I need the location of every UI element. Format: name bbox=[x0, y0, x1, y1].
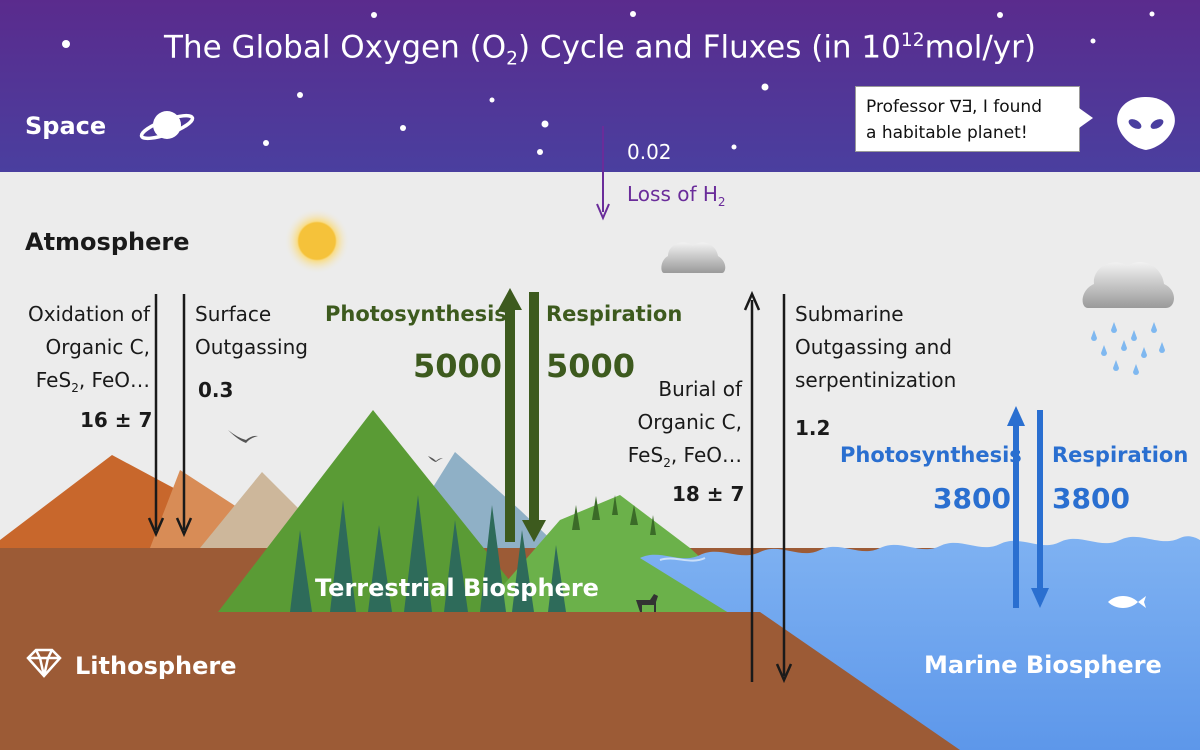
marine-biosphere-label: Marine Biosphere bbox=[924, 651, 1162, 679]
burial-value: 18 ± 7 bbox=[672, 482, 745, 506]
space-label: Space bbox=[25, 112, 107, 140]
stars bbox=[62, 11, 1155, 155]
burial-arrow bbox=[743, 290, 761, 682]
oxidation-value: 16 ± 7 bbox=[80, 408, 153, 432]
diagram-title: The Global Oxygen (O2) Cycle and Fluxes … bbox=[164, 29, 1036, 70]
surface-outgassing-arrow bbox=[175, 294, 193, 538]
sun-icon bbox=[284, 208, 350, 274]
marine-respiration-arrow bbox=[1031, 410, 1049, 608]
marine-respiration-label: Respiration bbox=[1052, 443, 1189, 467]
rain-cloud-icon bbox=[1082, 262, 1174, 375]
diamond-icon bbox=[26, 648, 62, 678]
speech-line-1: Professor ∇∃, I found bbox=[866, 97, 1042, 117]
speech-bubble-tail bbox=[1079, 108, 1093, 128]
h2-loss-arrow bbox=[596, 126, 610, 221]
bird-icon bbox=[428, 456, 443, 462]
speech-line-2: a habitable planet! bbox=[866, 123, 1028, 143]
oxidation-arrow bbox=[147, 294, 165, 538]
lithosphere-label: Lithosphere bbox=[75, 652, 237, 680]
marine-photosynthesis-arrow bbox=[1007, 406, 1025, 608]
surface-outgassing-value: 0.3 bbox=[198, 378, 234, 402]
submarine-outgassing-arrow bbox=[775, 294, 793, 684]
marine-photosynthesis-label: Photosynthesis bbox=[840, 443, 1022, 467]
surface-outgassing-label: Surface Outgassing bbox=[195, 302, 308, 359]
trees bbox=[290, 495, 566, 612]
atmosphere-label: Atmosphere bbox=[25, 228, 190, 256]
alien-icon bbox=[1117, 97, 1175, 150]
marine-photosynthesis-value: 3800 bbox=[933, 482, 1011, 515]
alien-speech-bubble: Professor ∇∃, I found a habitable planet… bbox=[855, 86, 1080, 152]
lithosphere-slope bbox=[730, 612, 960, 750]
terrestrial-photosynthesis-value: 5000 bbox=[413, 347, 503, 385]
lithosphere-lower bbox=[0, 612, 760, 750]
ocean bbox=[640, 536, 1200, 750]
terrestrial-photosynthesis-arrow bbox=[498, 288, 522, 542]
small-trees bbox=[572, 495, 656, 535]
submarine-outgassing-label: Submarine Outgassing and serpentinizatio… bbox=[795, 302, 957, 392]
burial-label: Burial of Organic C, FeS2, FeO… bbox=[627, 377, 742, 470]
marine-respiration-value: 3800 bbox=[1052, 482, 1130, 515]
horse-icon bbox=[636, 594, 658, 612]
terrestrial-photosynthesis-label: Photosynthesis bbox=[325, 302, 507, 326]
h2-loss-label: Loss of H2 bbox=[627, 182, 726, 209]
fish-icon bbox=[1108, 596, 1146, 608]
planet-icon bbox=[139, 111, 195, 141]
h2-loss-value: 0.02 bbox=[627, 140, 672, 164]
cloud-icon bbox=[661, 242, 726, 273]
oxidation-label: Oxidation of Organic C, FeS2, FeO… bbox=[27, 302, 150, 395]
terrestrial-biosphere-label: Terrestrial Biosphere bbox=[315, 574, 599, 602]
terrestrial-respiration-label: Respiration bbox=[546, 302, 683, 326]
terrestrial-respiration-arrow bbox=[522, 292, 546, 542]
terrestrial-respiration-value: 5000 bbox=[546, 347, 636, 385]
bird-icon bbox=[228, 430, 258, 443]
submarine-outgassing-value: 1.2 bbox=[795, 416, 831, 440]
